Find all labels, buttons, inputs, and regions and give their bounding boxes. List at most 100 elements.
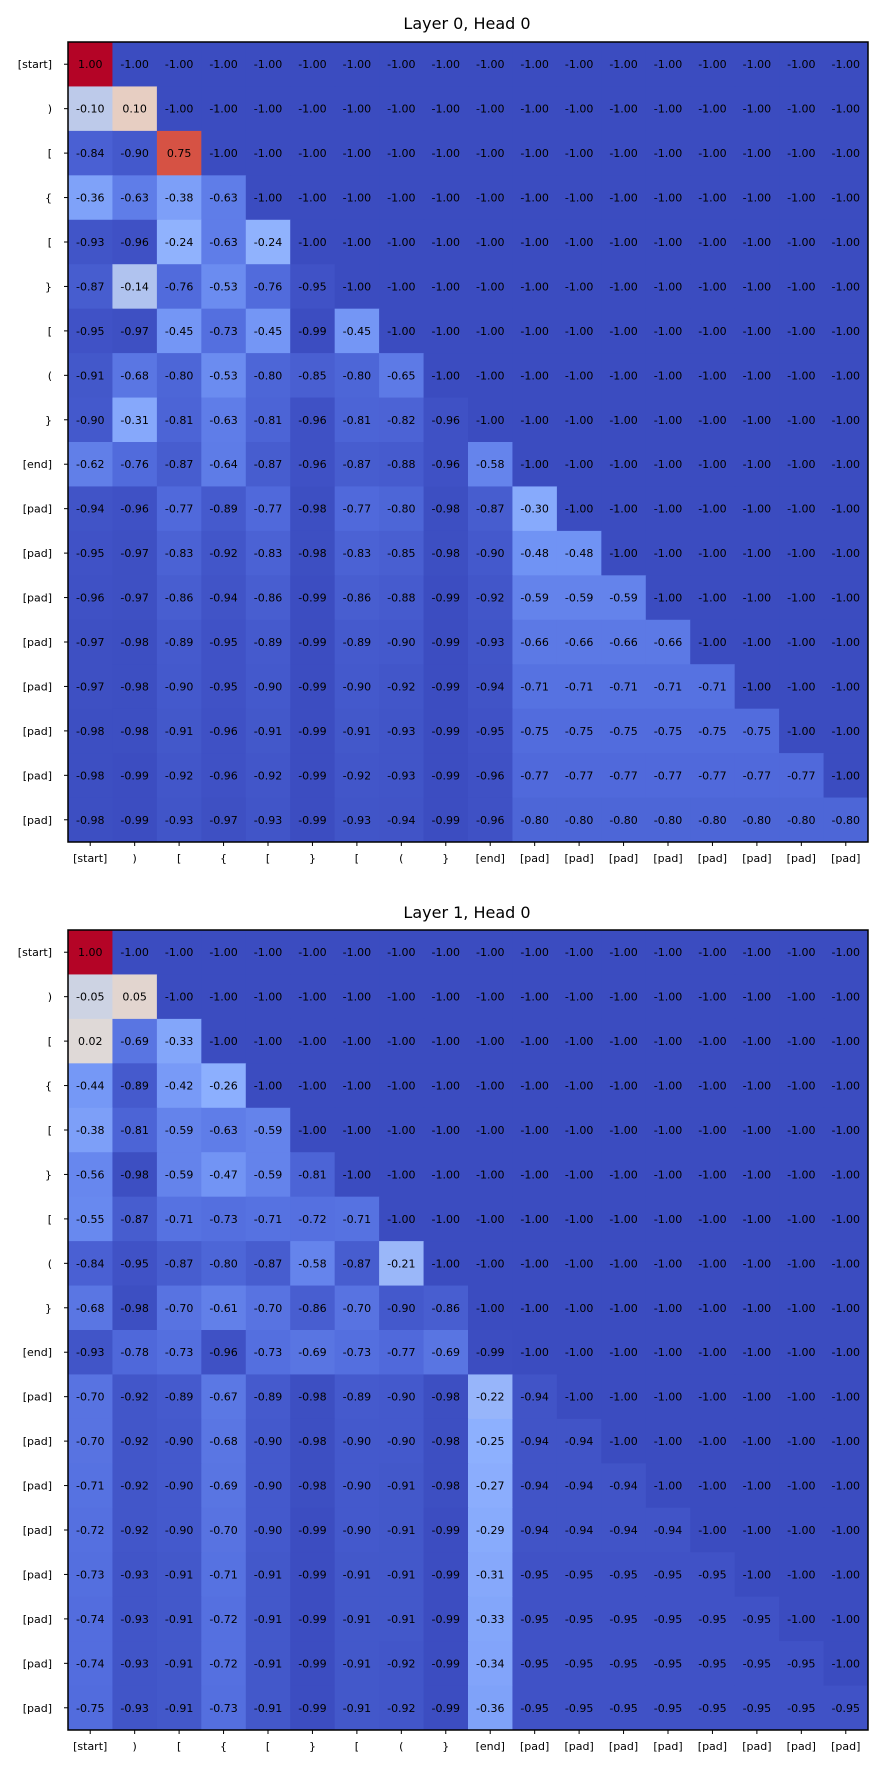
heatmap-cell [468,1241,513,1287]
cell-value-label: 0.10 [122,103,147,116]
heatmap-cell [423,530,469,576]
cell-value-label: -0.80 [743,814,771,827]
heatmap-cell [690,797,736,843]
heatmap-cell [690,1018,736,1064]
cell-value-label: -0.53 [209,369,237,382]
cell-value-label: -0.71 [76,1480,104,1493]
cell-value-label: -0.63 [209,192,237,205]
x-tick-label: [start] [73,852,107,865]
heatmap-cell [512,130,558,176]
heatmap-cell [512,1463,558,1509]
heatmap-cell [645,575,691,621]
cell-value-label: -0.34 [476,1657,504,1670]
cell-value-label: -0.67 [209,1391,237,1404]
cell-value-label: -0.80 [698,814,726,827]
heatmap-cell [734,42,780,87]
heatmap-cell [68,753,113,799]
cell-value-label: -1.00 [520,147,548,160]
heatmap-cell [645,619,691,665]
cell-value-label: -1.00 [654,280,682,293]
heatmap-cell [512,1241,558,1287]
heatmap-cell [779,442,825,487]
heatmap-cell [68,1374,113,1420]
heatmap-cell [690,575,736,621]
heatmap-cell [290,86,336,132]
cell-value-label: -1.00 [609,414,637,427]
heatmap-cell [734,1063,780,1109]
cell-value-label: -0.88 [387,592,415,605]
x-tick-label: ) [133,1740,137,1753]
cell-value-label: -1.00 [787,1080,815,1093]
cell-value-label: -1.00 [698,1435,726,1448]
heatmap-cell [334,1685,380,1731]
x-tick-label: } [442,1740,449,1753]
heatmap-cell [112,264,158,310]
heatmap-cell [112,619,158,665]
heatmap-cell [468,619,513,665]
cell-value-label: -1.00 [520,1035,548,1048]
heatmap-cell [734,1285,780,1331]
heatmap-cell [556,974,602,1020]
cell-value-label: -1.00 [432,946,460,959]
cell-value-label: -0.81 [343,414,371,427]
heatmap-cell [823,1507,869,1553]
heatmap-cell [68,575,113,621]
heatmap-cell [645,1552,691,1598]
heatmap-cell [734,1330,780,1375]
heatmap-cell [156,1374,202,1420]
heatmap-cell [201,1107,247,1153]
cell-value-label: -0.96 [298,458,326,471]
heatmap-cell [423,1685,469,1731]
x-tick-label: ( [399,852,403,865]
heatmap-cell [690,175,736,221]
heatmap-cell [690,264,736,310]
cell-value-label: -0.96 [76,592,104,605]
cell-value-label: -0.95 [743,1702,771,1715]
cell-value-label: -0.71 [654,680,682,693]
cell-value-label: -1.00 [609,1435,637,1448]
cell-value-label: -0.24 [165,236,193,249]
cell-value-label: -0.99 [432,1702,460,1715]
y-tick-label: [ [48,325,52,338]
heatmap-cell [556,708,602,754]
heatmap-panel-layer1: Layer 1, Head 0 1.00 -1.00 -1.00 -1.00 -1.00… [18,903,869,1753]
heatmap-cell [556,1418,602,1464]
cell-value-label: -1.00 [787,192,815,205]
cell-value-label: -1.00 [698,325,726,338]
cell-value-label: -0.45 [343,325,371,338]
heatmap-cell [645,664,691,710]
heatmap-cell [468,308,513,354]
cell-value-label: -0.71 [165,1213,193,1226]
heatmap-cell [468,1641,513,1687]
cell-value-label: -1.00 [476,103,504,116]
heatmap-cell [112,1463,158,1509]
cell-value-label: -0.86 [165,592,193,605]
heatmap-cell [601,930,647,975]
cell-value-label: -0.95 [565,1657,593,1670]
heatmap-cell [423,1552,469,1598]
cell-value-label: -1.00 [609,1346,637,1359]
x-tick-label: [pad] [653,1740,682,1753]
x-tick-label: } [309,1740,316,1753]
cell-value-label: -0.44 [76,1080,104,1093]
y-tick-label: } [45,280,52,293]
cell-value-label: -1.00 [343,1035,371,1048]
cell-value-label: -1.00 [520,103,548,116]
heatmap-cell [512,1685,558,1731]
heatmap-cell [334,397,380,443]
heatmap-cell [334,1196,380,1242]
heatmap-cell [779,575,825,621]
cell-value-label: -1.00 [698,103,726,116]
heatmap-cell [201,308,247,354]
heatmap-cell [690,530,736,576]
y-tick-label: { [45,192,52,205]
heatmap-cell [645,1063,691,1109]
heatmap-cell [645,486,691,532]
heatmap-cell [556,442,602,487]
cell-value-label: -1.00 [698,1168,726,1181]
cell-value-label: -1.00 [609,369,637,382]
heatmap-cell [201,530,247,576]
cell-value-label: -1.00 [609,1124,637,1137]
heatmap-cell [690,1241,736,1287]
heatmap-cell [556,130,602,176]
